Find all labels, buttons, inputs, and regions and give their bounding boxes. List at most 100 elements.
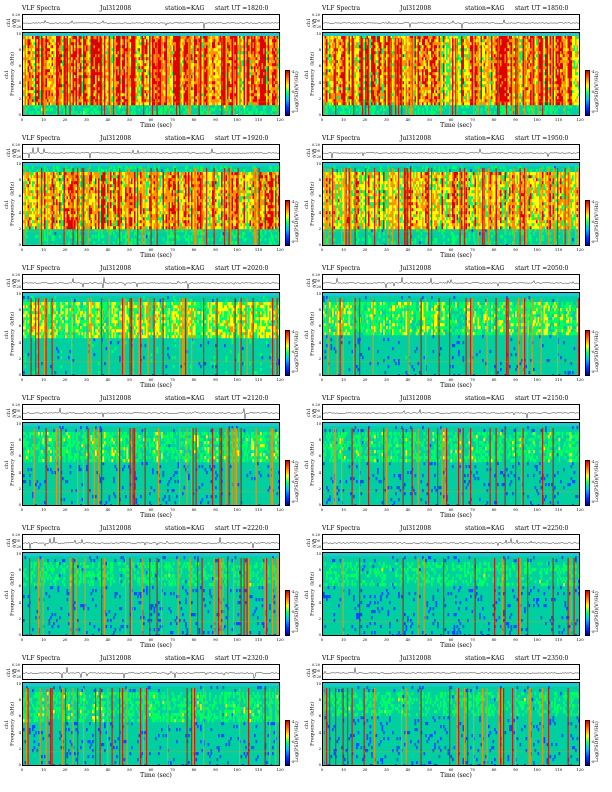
- spectrogram-cell: [201, 57, 204, 61]
- spectrogram-cell: [134, 45, 136, 49]
- spectrogram-cell: [150, 81, 153, 85]
- spectrogram-cell: [74, 81, 76, 85]
- spectrogram-cell: [363, 99, 366, 103]
- spectrogram-cell: [48, 87, 51, 91]
- spectrogram-cell: [77, 81, 79, 85]
- spectrogram-cell: [227, 108, 229, 112]
- spectrogram-cell: [347, 102, 349, 106]
- spectrogram-cell: [332, 54, 334, 58]
- spectrogram-cell: [360, 60, 363, 64]
- spectrogram-cell: [350, 72, 352, 76]
- spectrogram-cell: [270, 54, 273, 58]
- spectrogram-cell: [248, 51, 250, 55]
- spectrogram-cell: [180, 63, 183, 67]
- spectrogram-cell: [117, 60, 120, 64]
- spectrogram-cell: [155, 51, 157, 55]
- spectrogram-cell: [200, 75, 202, 79]
- spectrogram-cell: [72, 39, 75, 43]
- spectrogram-cell: [59, 78, 61, 82]
- spectrogram-cell: [75, 111, 78, 115]
- spectrogram-cell: [132, 57, 135, 61]
- spectrogram-cell: [260, 90, 262, 94]
- spectrogram-cell: [248, 66, 250, 70]
- spectrogram-cell: [107, 93, 109, 97]
- spectrogram-cell: [227, 102, 229, 106]
- spectrogram-cell: [122, 36, 124, 40]
- spectrogram-cell: [240, 81, 243, 85]
- spectrogram-cell: [216, 84, 219, 88]
- spectrogram-cell: [351, 111, 354, 115]
- spectrogram-cell: [96, 51, 99, 55]
- sferic-spike: [65, 38, 67, 115]
- spectrogram-cell: [71, 78, 73, 82]
- spectrogram-cell: [249, 66, 252, 70]
- spectrogram-cell: [183, 84, 186, 88]
- sferic-spike: [188, 38, 190, 115]
- frequency-tick-label: 2: [16, 96, 21, 101]
- spectrogram-cell: [47, 39, 49, 43]
- spectrogram-cell: [264, 96, 267, 100]
- spectrogram-cell: [29, 102, 31, 106]
- spectrogram-cell: [246, 63, 249, 67]
- spectrogram-cell: [29, 111, 31, 115]
- spectrogram-cell: [134, 36, 136, 40]
- spectrogram-cell: [204, 75, 207, 79]
- spectrogram-cell: [258, 63, 261, 67]
- spectrogram-cell: [155, 36, 157, 40]
- spectrogram-cell: [56, 72, 58, 76]
- spectrogram-cell: [344, 63, 346, 67]
- spectrogram-cell: [191, 57, 193, 61]
- spectrogram-cell: [336, 105, 339, 109]
- spectrogram-cell: [36, 72, 39, 76]
- spectrogram-cell: [177, 90, 180, 94]
- spectrogram-cell: [66, 57, 69, 61]
- spectrogram-cell: [350, 51, 352, 55]
- spectrogram-cell: [192, 45, 195, 49]
- spectrogram-cell: [35, 102, 37, 106]
- spectrogram-cell: [47, 93, 49, 97]
- spectrogram-cell: [140, 63, 142, 67]
- spectrogram-cell: [192, 75, 195, 79]
- spectrogram-cell: [185, 81, 187, 85]
- spectrogram-cell: [92, 81, 94, 85]
- spectrogram-cell: [254, 81, 256, 85]
- spectrogram-cell: [326, 78, 328, 82]
- spectrogram-cell: [38, 75, 40, 79]
- spectrogram-cell: [48, 60, 51, 64]
- spectrogram-cell: [56, 39, 58, 43]
- spectrogram-cell: [135, 60, 138, 64]
- spectrogram-cell: [222, 57, 225, 61]
- spectrogram-cell: [54, 66, 57, 70]
- spectrogram-cell: [62, 75, 64, 79]
- spectrogram-cell: [116, 60, 118, 64]
- spectrogram-cell: [108, 81, 111, 85]
- spectrogram-cell: [170, 69, 172, 73]
- spectrogram-cell: [227, 93, 229, 97]
- spectrogram-cell: [63, 48, 66, 52]
- spectrogram-cell: [338, 93, 340, 97]
- spectrogram-cell: [218, 42, 220, 46]
- spectrogram-cell: [251, 72, 253, 76]
- spectrogram-cell: [119, 54, 121, 58]
- spectrogram-cell: [344, 48, 346, 52]
- spectrogram-cell: [200, 96, 202, 100]
- spectrogram-cell: [26, 90, 28, 94]
- spectrogram-cell: [267, 90, 270, 94]
- spectrogram-cell: [182, 57, 184, 61]
- spectrogram-cell: [33, 93, 36, 97]
- spectrogram-cell: [138, 48, 141, 52]
- spectrogram-cell: [269, 87, 271, 91]
- spectrogram-cell: [131, 57, 133, 61]
- spectrogram-cell: [323, 78, 325, 82]
- spectrogram-cell: [122, 63, 124, 67]
- spectrogram-cell: [50, 45, 52, 49]
- spectrogram-cell: [173, 57, 175, 61]
- spectrogram-cell: [78, 105, 81, 109]
- spectrogram-cell: [350, 48, 352, 52]
- spectrogram-cell: [177, 57, 180, 61]
- spectrogram-cell: [347, 60, 349, 64]
- spectrogram-cell: [171, 84, 174, 88]
- spectrogram-cell: [105, 99, 108, 103]
- spectrogram-cell: [233, 36, 235, 40]
- spectrogram-cell: [197, 84, 199, 88]
